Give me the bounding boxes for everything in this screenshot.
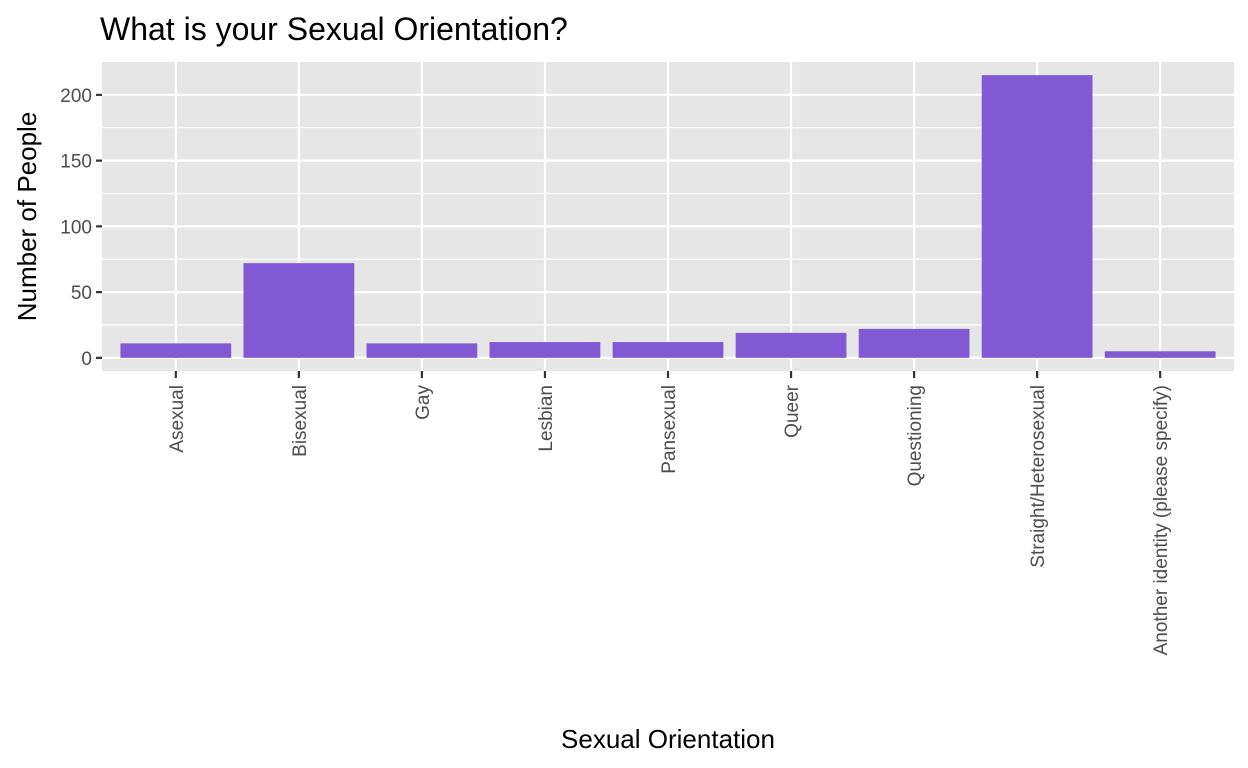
x-tick-label: Straight/Heterosexual	[1028, 385, 1049, 568]
y-tick-label: 200	[60, 86, 92, 107]
x-tick-label: Bisexual	[290, 385, 311, 457]
y-axis: 0 50 100 150 200	[60, 86, 102, 370]
x-tick-label: Gay	[413, 385, 434, 420]
y-axis-title: Number of People	[12, 112, 42, 322]
x-tick-label: Asexual	[167, 385, 188, 453]
x-tick-label: Questioning	[905, 385, 926, 486]
bar-queer	[735, 332, 847, 358]
x-tick-label: Pansexual	[659, 385, 680, 474]
y-tick-label: 100	[60, 217, 92, 238]
y-tick-label: 50	[71, 283, 92, 304]
bar-bisexual	[243, 263, 355, 358]
bar-asexual	[120, 343, 232, 358]
bar-questioning	[858, 328, 970, 358]
bar-pansexual	[612, 342, 724, 358]
x-tick-label: Another identity (please specify)	[1151, 385, 1172, 655]
x-axis: Asexual Bisexual Gay Lesbian Pansexual Queer Q…	[167, 371, 1172, 655]
y-tick-label: 150	[60, 152, 92, 173]
bars	[120, 75, 1216, 358]
bar-gay	[366, 343, 478, 358]
x-tick-label: Lesbian	[536, 385, 557, 452]
x-tick-label: Queer	[782, 384, 803, 437]
bar-straight-heterosexual	[981, 75, 1093, 358]
bar-another-identity-please-specify	[1104, 351, 1216, 358]
x-axis-title: Sexual Orientation	[561, 724, 775, 754]
bar-lesbian	[489, 342, 601, 358]
y-tick-label: 0	[81, 349, 92, 370]
chart-title: What is your Sexual Orientation?	[100, 11, 568, 47]
